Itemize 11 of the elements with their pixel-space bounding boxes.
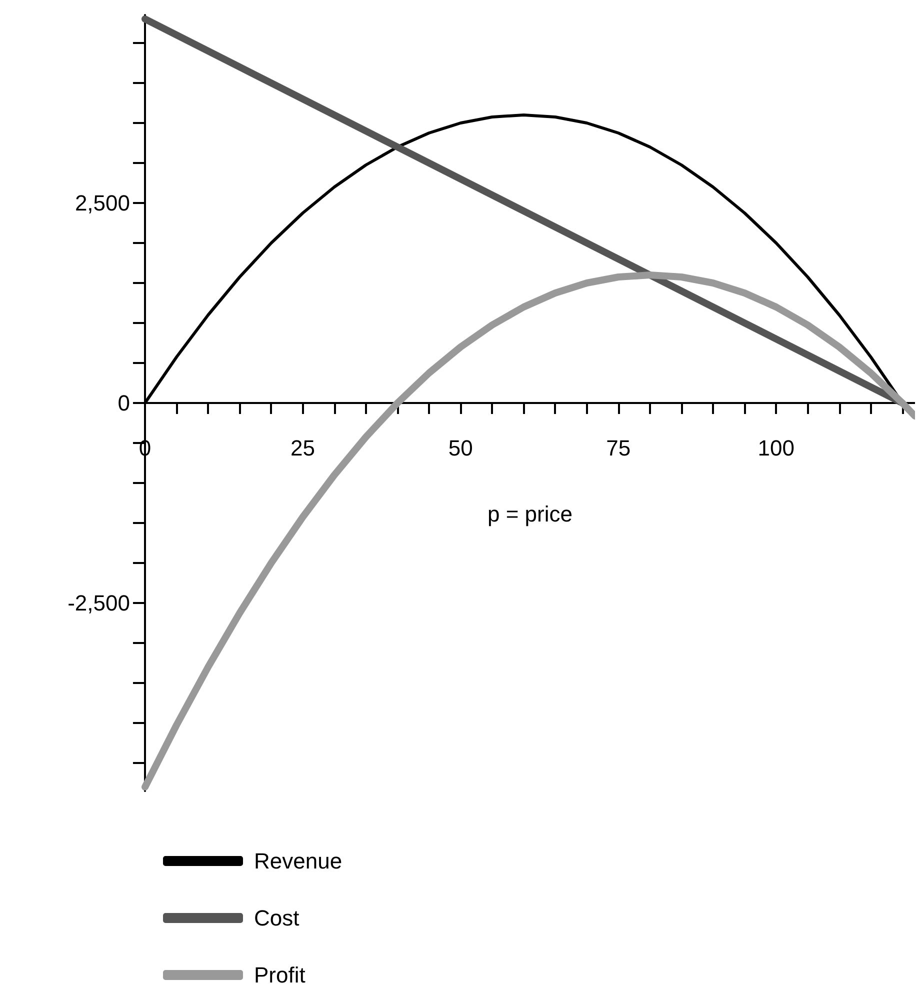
legend-label: Cost <box>254 906 300 930</box>
x-tick-label: 75 <box>606 436 631 460</box>
y-tick-label: 0 <box>118 390 130 416</box>
y-tick-label: 2,500 <box>74 190 130 216</box>
x-tick-label: 100 <box>758 436 795 460</box>
x-axis-title: p = price <box>488 502 572 526</box>
legend-label: Profit <box>254 962 306 988</box>
x-tick-label: 50 <box>448 436 473 460</box>
x-tick-label: 25 <box>290 436 316 460</box>
legend-label: Revenue <box>254 848 342 874</box>
y-tick-label: -2,500 <box>68 590 130 616</box>
